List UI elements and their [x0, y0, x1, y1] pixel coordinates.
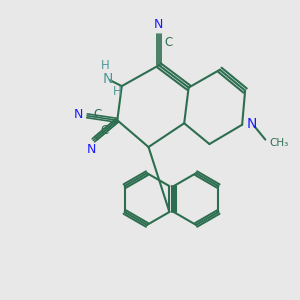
Text: N: N — [86, 143, 96, 156]
Text: N: N — [154, 17, 164, 31]
Text: N: N — [74, 108, 83, 121]
Text: H: H — [101, 59, 110, 72]
Text: C: C — [164, 36, 172, 49]
Text: C: C — [93, 108, 101, 121]
Text: H: H — [113, 85, 122, 98]
Text: CH₃: CH₃ — [269, 138, 288, 148]
Text: C: C — [100, 124, 109, 137]
Text: N: N — [102, 72, 113, 86]
Text: N: N — [246, 117, 257, 131]
